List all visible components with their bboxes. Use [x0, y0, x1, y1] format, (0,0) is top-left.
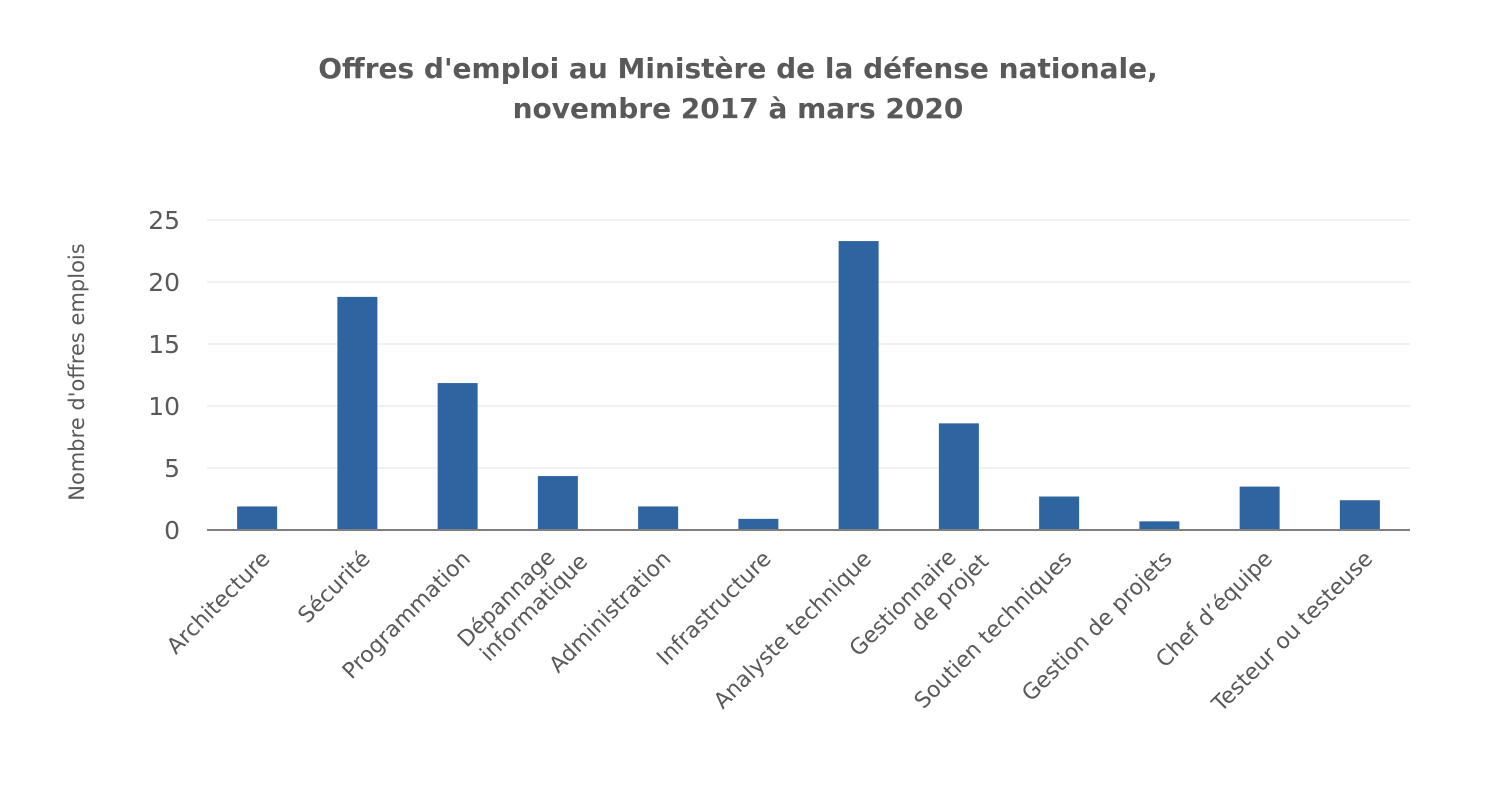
- bar: [938, 423, 979, 530]
- x-tick-label: Architecture: [162, 547, 275, 660]
- bar: [437, 383, 478, 530]
- x-tick-label: Testeur ou testeuse: [1207, 547, 1378, 718]
- bar: [738, 518, 779, 530]
- bar: [537, 476, 578, 530]
- y-axis-label: Nombre d'offres emplois: [65, 243, 89, 500]
- y-tick-label: 0: [164, 516, 180, 545]
- bar: [1139, 521, 1180, 530]
- y-tick-label: 15: [148, 330, 180, 359]
- bar: [838, 241, 879, 530]
- x-tick-label-line: Architecture: [162, 547, 275, 660]
- chart-title: Offres d'emploi au Ministère de la défen…: [318, 52, 1158, 85]
- x-tick-label: Sécurité: [294, 547, 376, 629]
- bar: [1339, 500, 1380, 530]
- y-tick-label: 5: [164, 454, 180, 483]
- y-tick-label: 10: [148, 392, 180, 421]
- bar: [638, 506, 679, 530]
- bar: [337, 296, 378, 530]
- bar: [1039, 496, 1080, 530]
- y-tick-label: 20: [148, 268, 180, 297]
- x-tick-label-line: Sécurité: [294, 547, 376, 629]
- bar: [237, 506, 278, 530]
- y-tick-label: 25: [148, 206, 180, 235]
- chart-title: novembre 2017 à mars 2020: [513, 92, 964, 125]
- bar: [1239, 486, 1280, 530]
- x-tick-label-line: Testeur ou testeuse: [1207, 547, 1378, 718]
